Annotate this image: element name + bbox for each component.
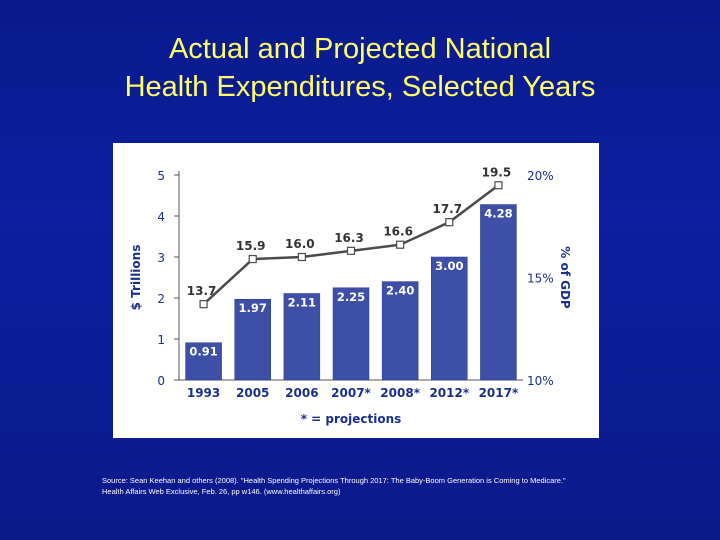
x-tick-label: 2012* [429, 386, 469, 400]
y2-tick-label: 20% [527, 169, 554, 183]
bar-value-label: 2.11 [288, 295, 316, 309]
bar [185, 342, 222, 381]
y-tick-label: 0 [157, 374, 165, 388]
gdp-share-label: 19.5 [482, 165, 512, 179]
bar [381, 281, 419, 381]
bar-value-label: 4.28 [484, 207, 512, 221]
gdp-share-label: 16.0 [285, 237, 315, 251]
y-tick-label: 4 [157, 210, 165, 224]
bar [234, 298, 271, 381]
bar [431, 256, 468, 381]
x-tick-label: 2017* [479, 386, 519, 400]
x-tick-label: 2005 [236, 386, 269, 400]
y-axis-title: $ Trillions [129, 245, 143, 311]
x-tick-label: 2007* [331, 386, 371, 400]
gdp-share-point [297, 252, 306, 262]
slide-title-line-2: Health Expenditures, Selected Years [124, 71, 596, 103]
bar-value-label: 0.91 [189, 345, 217, 359]
health-expenditures-chart: 0 1 2 3 4 5 $ Trillions 10% 15% 20% % of GDP 0.91 19… [129, 165, 572, 426]
slide-title-line-1: Actual and Projected National [168, 33, 552, 65]
y-tick-label: 1 [157, 333, 165, 347]
x-tick-label: 2006 [285, 386, 318, 400]
bar [480, 204, 517, 381]
gdp-share-point [199, 300, 208, 309]
y-tick-label: 3 [157, 251, 165, 265]
chart-panel: 0 1 2 3 4 5 $ Trillions 10% 15% 20% % of GDP 0.91 19… [113, 143, 599, 438]
slide-title: Actual and Projected National Health Exp… [0, 30, 720, 106]
y2-tick-label: 15% [527, 272, 554, 286]
gdp-share-point [248, 254, 257, 264]
projections-footnote: * = projections [301, 412, 402, 426]
gdp-share-label: 16.3 [334, 231, 364, 245]
source-citation: Source: Sean Keehan and others (2008). "… [102, 476, 566, 496]
gdp-share-label: 13.7 [187, 284, 217, 298]
bar [283, 293, 321, 381]
x-tick-label: 2008* [380, 386, 420, 400]
bar-value-label: 1.97 [239, 301, 267, 315]
bar [332, 287, 370, 381]
gdp-share-point [396, 240, 405, 249]
bar-value-label: 3.00 [435, 259, 463, 273]
gdp-share-label: 15.9 [236, 239, 266, 253]
y-tick-label: 2 [157, 292, 165, 306]
gdp-share-point [445, 218, 454, 227]
bar-value-label: 2.25 [337, 290, 365, 304]
gdp-share-label: 16.6 [383, 225, 413, 239]
x-tick-label: 1993 [187, 386, 220, 400]
y2-axis-title: % of GDP [558, 246, 572, 309]
bar-value-label: 2.40 [386, 284, 414, 298]
gdp-share-label: 17.7 [432, 202, 462, 216]
gdp-share-point [494, 181, 503, 190]
y2-tick-label: 10% [527, 374, 554, 388]
y-tick-label: 5 [157, 169, 165, 183]
gdp-share-point [346, 246, 356, 255]
